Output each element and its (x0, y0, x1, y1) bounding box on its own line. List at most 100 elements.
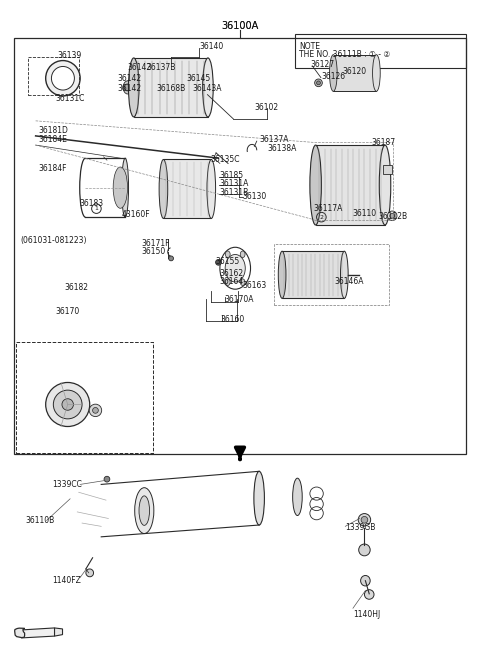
Circle shape (53, 390, 82, 419)
Ellipse shape (207, 160, 216, 218)
Ellipse shape (360, 576, 370, 586)
Polygon shape (55, 628, 62, 636)
Text: 36137B: 36137B (147, 63, 176, 72)
Text: 36139: 36139 (57, 51, 82, 60)
Text: 43160F: 43160F (121, 210, 150, 219)
Text: NOTE: NOTE (299, 41, 320, 51)
Bar (282, 251, 344, 298)
Ellipse shape (159, 160, 168, 218)
Text: 36182: 36182 (64, 283, 88, 292)
Text: 36131C: 36131C (56, 94, 85, 103)
Circle shape (62, 399, 73, 410)
Ellipse shape (254, 471, 264, 525)
Text: 36135C: 36135C (210, 155, 240, 164)
Text: 36150: 36150 (142, 247, 166, 256)
Polygon shape (15, 628, 24, 637)
Text: 36170: 36170 (56, 307, 80, 316)
Text: 36164: 36164 (219, 277, 244, 286)
Circle shape (364, 590, 374, 599)
Circle shape (361, 516, 368, 523)
Text: 36110B: 36110B (25, 516, 55, 525)
Text: 36142: 36142 (128, 63, 152, 72)
Text: 1140FZ: 1140FZ (52, 576, 81, 585)
Text: 36110: 36110 (352, 209, 377, 217)
Text: 36185: 36185 (219, 171, 243, 180)
Ellipse shape (133, 81, 142, 94)
Ellipse shape (113, 167, 128, 208)
Text: 36168B: 36168B (156, 84, 185, 93)
Ellipse shape (278, 251, 286, 298)
Ellipse shape (359, 544, 370, 556)
Circle shape (358, 514, 371, 526)
Bar (275, 244, 389, 305)
Text: 36142: 36142 (118, 74, 142, 83)
Circle shape (317, 81, 321, 85)
Text: 36155: 36155 (215, 257, 240, 266)
Circle shape (390, 214, 395, 218)
Ellipse shape (129, 58, 139, 117)
Text: 36184E: 36184E (38, 135, 67, 144)
Text: 36100A: 36100A (221, 22, 259, 32)
Text: 36120: 36120 (343, 67, 367, 76)
Text: 36183: 36183 (80, 199, 104, 208)
Ellipse shape (139, 496, 150, 526)
Ellipse shape (372, 55, 380, 91)
Bar (383, 165, 392, 174)
Text: 36171F: 36171F (142, 239, 170, 248)
Text: 36100A: 36100A (221, 22, 259, 32)
Ellipse shape (379, 145, 391, 225)
Bar (295, 34, 467, 68)
Bar (333, 55, 376, 91)
Text: 36170A: 36170A (225, 295, 254, 304)
Ellipse shape (240, 279, 245, 285)
Circle shape (104, 476, 110, 482)
Text: 36163: 36163 (243, 281, 267, 290)
Circle shape (387, 211, 397, 221)
Polygon shape (19, 628, 55, 638)
Text: 36130: 36130 (243, 192, 267, 200)
Text: 36102: 36102 (254, 102, 278, 112)
Text: 36145: 36145 (186, 74, 211, 83)
Ellipse shape (240, 251, 245, 258)
Circle shape (134, 84, 141, 91)
Text: 36117A: 36117A (313, 204, 343, 213)
Ellipse shape (329, 55, 337, 91)
Text: 36160: 36160 (221, 315, 245, 324)
Circle shape (93, 407, 98, 413)
Circle shape (46, 382, 90, 426)
Ellipse shape (86, 569, 94, 577)
Text: 1140HJ: 1140HJ (353, 610, 380, 619)
Text: (061031-081223): (061031-081223) (21, 237, 87, 245)
Text: 36181D: 36181D (38, 126, 68, 135)
Text: 36112B: 36112B (379, 212, 408, 221)
Text: 36142: 36142 (118, 84, 142, 93)
Ellipse shape (340, 251, 348, 298)
Text: 1339CC: 1339CC (52, 480, 82, 489)
Bar (163, 160, 211, 218)
Ellipse shape (226, 279, 230, 285)
Circle shape (124, 84, 131, 91)
Ellipse shape (135, 487, 154, 533)
Ellipse shape (293, 478, 302, 516)
Ellipse shape (46, 60, 80, 96)
Text: 36140: 36140 (199, 42, 224, 51)
Text: 36187: 36187 (372, 138, 396, 147)
Text: 36131B: 36131B (219, 188, 249, 196)
Text: 36126: 36126 (322, 72, 346, 81)
Text: THE NO. 36111B : ① - ②: THE NO. 36111B : ① - ② (299, 49, 390, 58)
Circle shape (315, 79, 323, 87)
Ellipse shape (51, 66, 74, 90)
Text: 36127: 36127 (311, 60, 335, 69)
Bar (14, 37, 466, 454)
Text: 36146A: 36146A (335, 277, 364, 286)
Text: 36137A: 36137A (259, 135, 288, 144)
Text: 36143A: 36143A (192, 84, 222, 93)
Text: 2: 2 (319, 215, 324, 219)
Text: 36138A: 36138A (268, 144, 297, 153)
Bar (316, 145, 385, 225)
Circle shape (168, 256, 173, 261)
Text: 1: 1 (95, 206, 98, 211)
Ellipse shape (225, 254, 245, 282)
Bar (28, 57, 79, 95)
Text: 36131A: 36131A (219, 179, 249, 188)
